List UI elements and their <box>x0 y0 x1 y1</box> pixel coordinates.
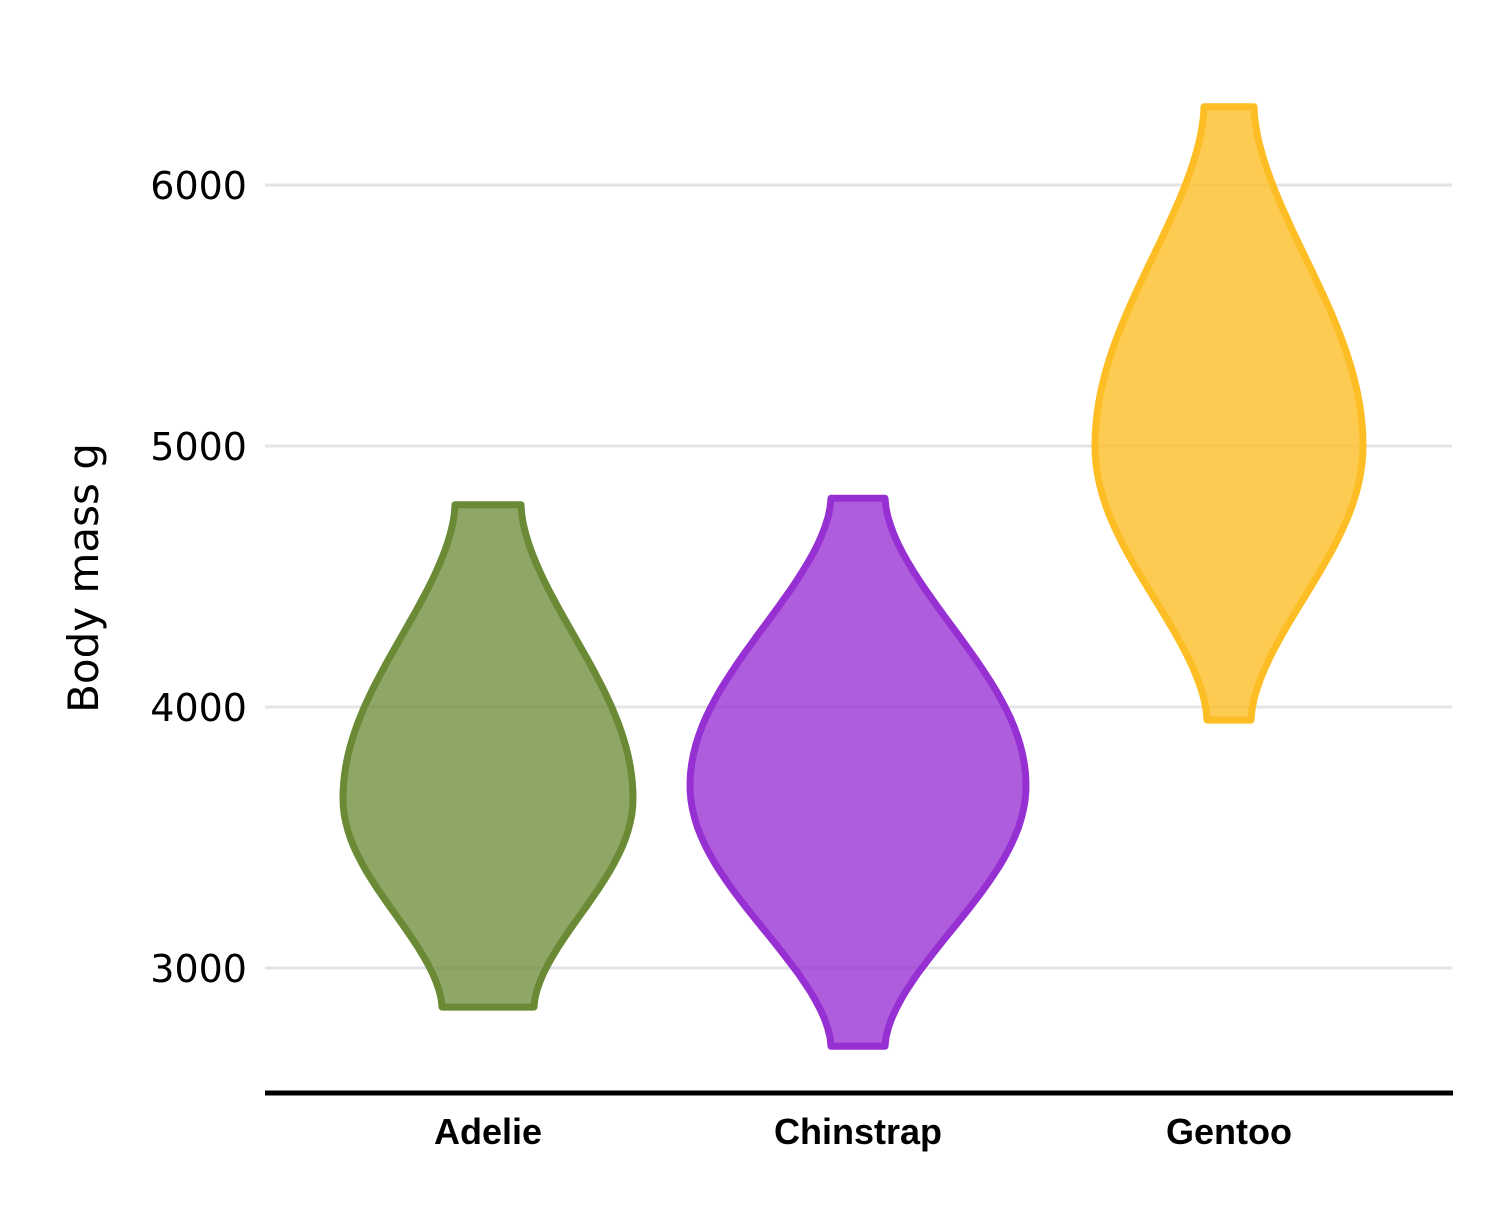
y-axis-ticks: 3000 4000 5000 6000 <box>150 164 247 991</box>
x-tick-label-chinstrap: Chinstrap <box>774 1111 942 1152</box>
x-tick-label-gentoo: Gentoo <box>1166 1111 1292 1152</box>
violins <box>339 103 1367 1050</box>
violin-gentoo <box>1091 103 1367 724</box>
y-tick-label: 4000 <box>150 686 247 730</box>
y-axis-title: Body mass g <box>59 443 108 713</box>
y-tick-label: 3000 <box>150 947 247 991</box>
violin-chinstrap <box>686 494 1030 1050</box>
violin-adelie <box>339 501 637 1011</box>
x-tick-label-adelie: Adelie <box>434 1111 542 1152</box>
y-tick-label: 5000 <box>150 425 247 469</box>
x-axis-ticks: Adelie Chinstrap Gentoo <box>434 1111 1292 1152</box>
y-tick-label: 6000 <box>150 164 247 208</box>
